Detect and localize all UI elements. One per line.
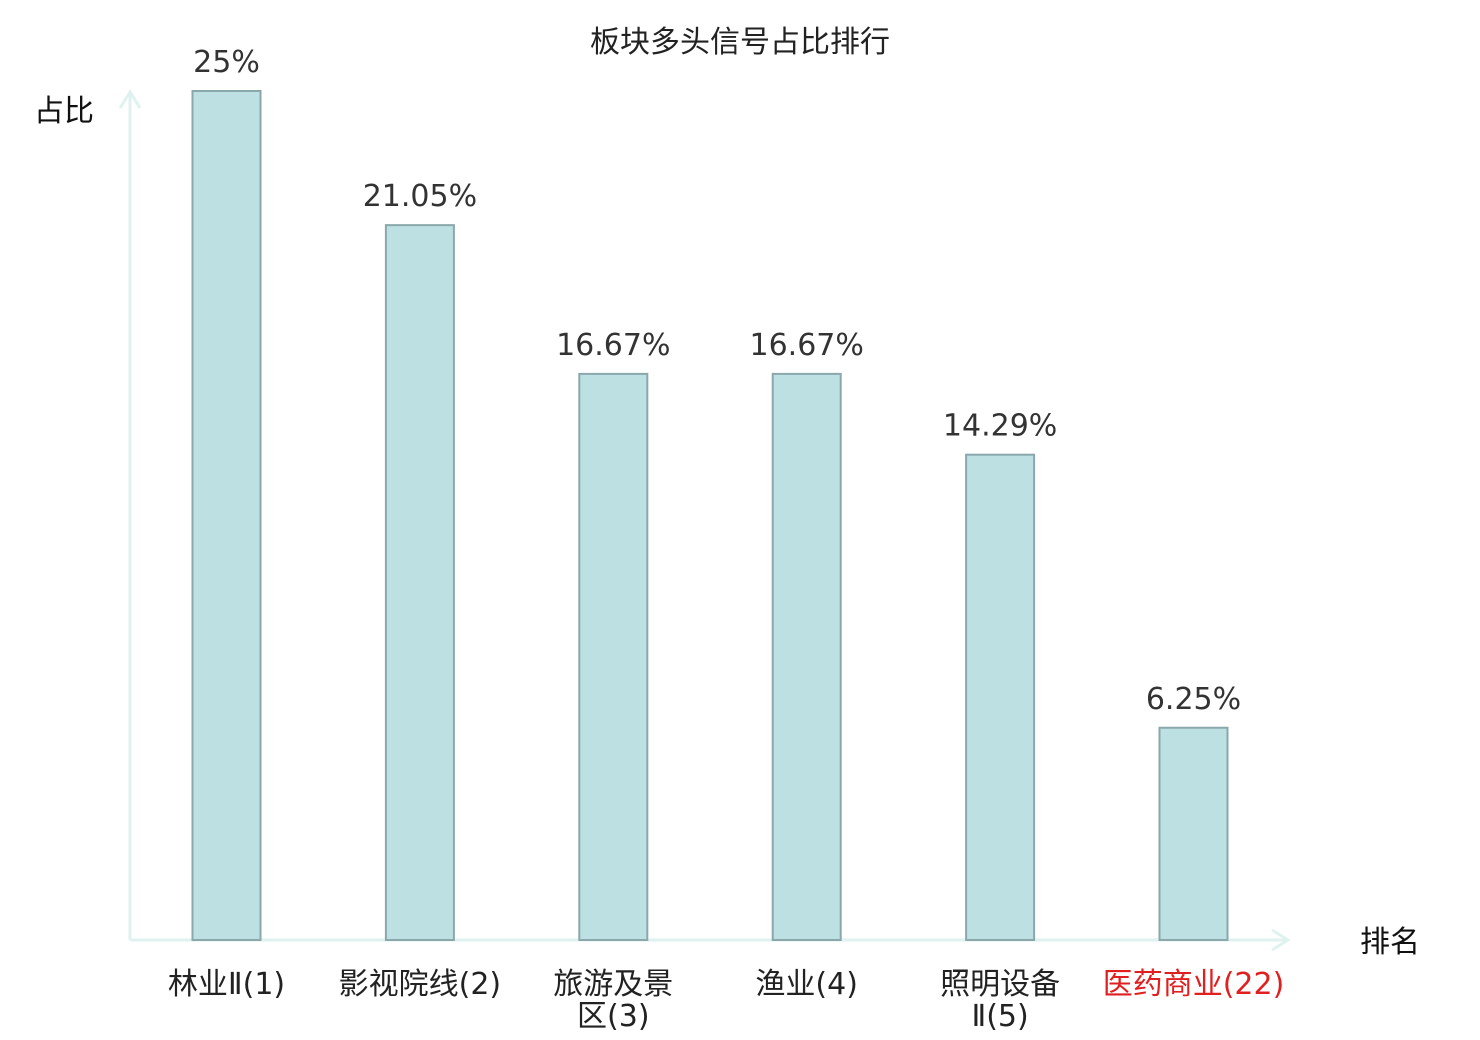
category-label-4: 渔业(4) [755,967,858,1002]
value-label-2: 21.05% [363,179,477,214]
category-label-3-line-2: 区(3) [577,999,650,1034]
value-label-4: 16.67% [750,328,864,363]
y-axis-arrow [118,89,142,109]
category-label-2: 影视院线(2) [339,967,502,1002]
x-axis-arrow [1271,928,1291,952]
value-label-5: 14.29% [943,409,1057,444]
bar-2 [384,224,455,941]
category-label-1: 林业Ⅱ(1) [168,967,285,1002]
category-label-3-line-1: 旅游及景 [553,967,673,1002]
bar-1 [191,90,262,941]
category-label-5-line-2: Ⅱ(5) [971,999,1028,1034]
bar-4 [771,372,842,942]
value-label-1: 25% [193,45,260,80]
value-label-6: 6.25% [1146,682,1241,717]
chart-title: 板块多头信号占比排行 [590,25,890,60]
value-label-3: 16.67% [556,328,670,363]
bar-5 [965,453,1036,941]
y-axis-label: 占比 [34,94,94,129]
bar-6 [1158,726,1229,941]
category-label-5-line-1: 照明设备 [940,967,1060,1002]
bar-3 [578,372,649,942]
category-label-6: 医药商业(22) [1103,967,1285,1002]
x-axis-label: 排名 [1360,925,1420,960]
